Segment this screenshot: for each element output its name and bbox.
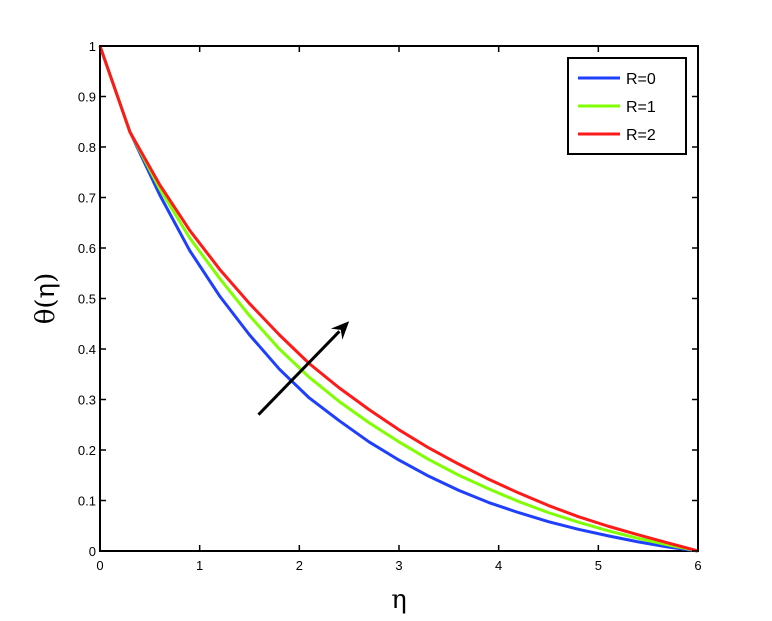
x-tick-label: 5 xyxy=(595,558,602,573)
legend-label: R=2 xyxy=(626,127,656,144)
y-tick-label: 1 xyxy=(89,39,96,54)
trend-arrow xyxy=(257,321,350,416)
y-tick-label: 0.6 xyxy=(78,241,96,256)
x-tick-label: 0 xyxy=(96,558,103,573)
y-axis-label: θ(η) xyxy=(31,273,61,325)
x-tick-label: 6 xyxy=(694,558,701,573)
y-tick-label: 0.2 xyxy=(78,443,96,458)
tick-labels: 0 1 2 3 4 5 6 0 0.1 0.2 0.3 0.4 0.5 0.6 0.7 0.8 0.9 1 xyxy=(78,39,702,573)
series-lines xyxy=(98,45,699,553)
x-tick-label: 4 xyxy=(495,558,502,573)
y-tick-label: 0.5 xyxy=(78,292,96,307)
legend-label: R=1 xyxy=(626,99,656,116)
legend: R=0 R=1 R=2 xyxy=(567,57,687,155)
legend-label: R=0 xyxy=(626,71,656,88)
y-tick-label: 0.7 xyxy=(78,191,96,206)
x-tick-label: 3 xyxy=(395,558,402,573)
y-tick-label: 0.4 xyxy=(78,342,96,357)
y-tick-label: 0 xyxy=(89,544,96,559)
y-tick-label: 0.3 xyxy=(78,393,96,408)
series-line-2 xyxy=(98,45,699,553)
x-tick-label: 2 xyxy=(296,558,303,573)
series-line-3 xyxy=(98,45,699,553)
y-tick-label: 0.8 xyxy=(78,140,96,155)
y-tick-label: 0.1 xyxy=(78,494,96,509)
x-tick-label: 1 xyxy=(196,558,203,573)
axis-ticks xyxy=(99,45,699,552)
y-tick-label: 0.9 xyxy=(78,90,96,105)
arrow-shaft xyxy=(257,330,341,416)
arrow-head xyxy=(330,321,350,340)
x-axis-label: η xyxy=(391,585,407,615)
series-line-1 xyxy=(98,45,699,553)
